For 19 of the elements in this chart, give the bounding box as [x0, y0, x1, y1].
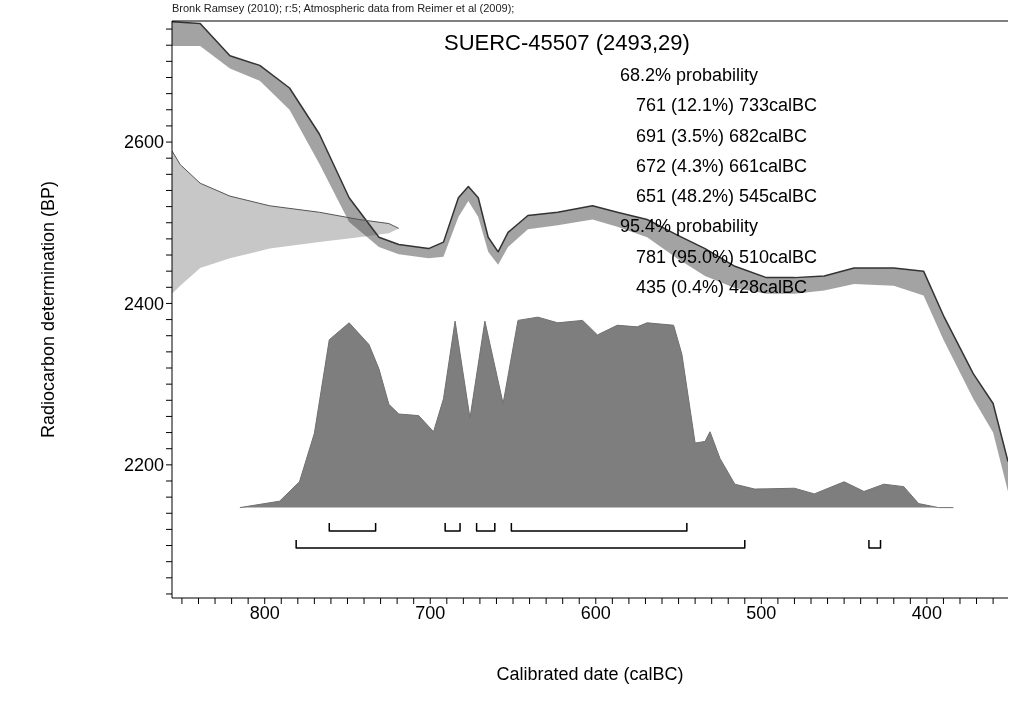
annotation: 761 (12.1%) 733calBC [635, 94, 818, 118]
annotation: 672 (4.3%) 661calBC [635, 154, 809, 178]
annotation: 435 (0.4%) 428calBC [635, 276, 809, 300]
line-series [172, 150, 400, 229]
y-tick-label: 2400 [123, 293, 164, 314]
y-tick-label: 2200 [123, 455, 164, 476]
text: Bronk Ramsey (2010); r:5; Atmospheric data from Reimer et al (2009); [172, 2, 515, 14]
y-tick-label: 2600 [123, 132, 164, 153]
x-axis-title: Calibrated date (calBC) [496, 664, 684, 684]
x-tick-label: 400 [911, 602, 942, 623]
x-tick-label: 800 [249, 602, 280, 623]
x-tick-label: 600 [580, 602, 611, 623]
annotation: 651 (48.2%) 545calBC [635, 185, 818, 209]
x-tick-label: 700 [415, 602, 446, 623]
x-tick-label: 500 [746, 602, 777, 623]
annotation: 68.2% probability [620, 64, 760, 87]
y-axis-title: Radiocarbon determination (BP) [38, 180, 59, 439]
annotation: 691 (3.5%) 682calBC [635, 124, 809, 148]
chart-title: SUERC-45507 (2493,29) [444, 30, 690, 56]
